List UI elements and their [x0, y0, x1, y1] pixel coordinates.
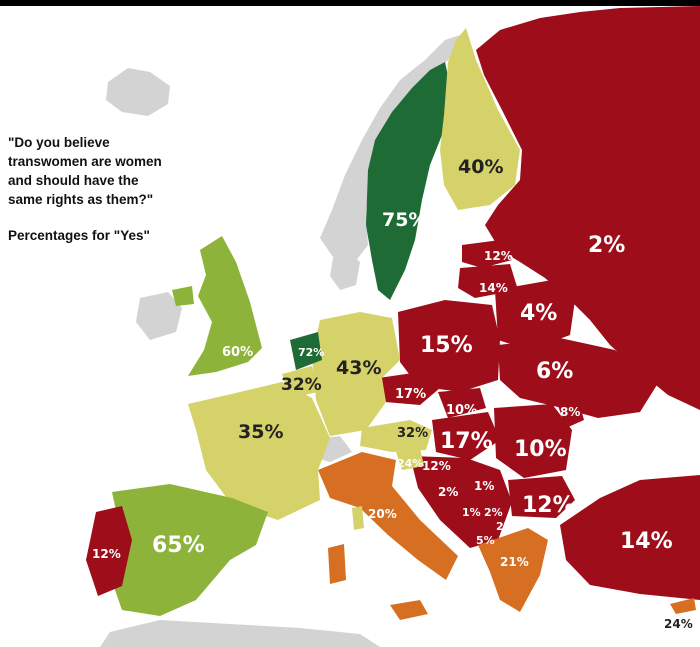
poland-region — [398, 300, 500, 392]
label-austria: 32% — [397, 426, 428, 441]
caption-subtitle: Percentages for "Yes" — [8, 228, 150, 243]
label-bosnia: 2% — [438, 485, 458, 499]
label-netherlands: 72% — [298, 346, 324, 359]
label-uk: 60% — [222, 345, 253, 360]
label-bulgaria: 12% — [522, 493, 575, 518]
top-border — [0, 0, 700, 6]
label-czechia: 17% — [395, 387, 426, 402]
label-belarus: 4% — [520, 301, 557, 326]
non-data-land — [100, 35, 470, 647]
label-sweden: 75% — [382, 209, 427, 231]
romania-region — [494, 404, 572, 478]
label-estonia: 12% — [484, 249, 513, 263]
label-italy: 20% — [368, 507, 397, 521]
label-greece: 21% — [500, 555, 529, 569]
germany-region — [312, 312, 400, 436]
sardinia-shape — [328, 544, 346, 584]
label-romania: 10% — [514, 437, 567, 462]
finland-region — [440, 28, 520, 210]
norway-shape — [320, 35, 470, 262]
caption-question: "Do you believe transwomen are women and… — [8, 135, 162, 207]
sicily-shape — [390, 600, 428, 620]
cyprus-region — [670, 598, 696, 614]
uk-region — [188, 236, 262, 376]
label-germany: 43% — [336, 357, 381, 379]
label-cyprus: 24% — [664, 617, 693, 631]
slovenia-region — [396, 448, 424, 470]
ukraine-region — [498, 338, 660, 418]
france-region — [188, 382, 330, 520]
label-portugal: 12% — [92, 547, 121, 561]
label-poland: 15% — [420, 333, 473, 358]
corsica-shape — [352, 506, 364, 530]
label-turkey: 14% — [620, 529, 673, 554]
label-serbia: 1% — [474, 479, 494, 493]
label-ukraine: 6% — [536, 359, 573, 384]
slovakia-region — [438, 388, 486, 418]
label-moldova: 8% — [560, 405, 580, 419]
spain-region — [108, 484, 268, 616]
sweden-region — [366, 62, 452, 300]
label-spain: 65% — [152, 533, 205, 558]
italy-region — [318, 452, 458, 580]
label-croatia: 12% — [422, 459, 451, 473]
belarus-region — [495, 280, 575, 350]
greece-region — [478, 528, 548, 612]
label-macedonia: 2% — [496, 520, 515, 533]
north-africa-shape — [100, 620, 380, 647]
estonia-region — [462, 240, 512, 268]
map-caption: "Do you believe transwomen are women and… — [8, 133, 208, 245]
label-hungary: 17% — [440, 429, 493, 454]
ireland-shape — [136, 292, 182, 340]
label-slovakia: 10% — [446, 403, 477, 418]
austria-region — [360, 420, 432, 452]
bulgaria-region — [508, 476, 575, 518]
label-france: 35% — [238, 421, 283, 443]
label-finland: 40% — [458, 156, 503, 178]
moldova-region — [556, 398, 584, 428]
denmark-shape — [330, 252, 360, 290]
balkans-region — [410, 456, 512, 548]
iceland-shape — [106, 68, 170, 116]
label-albania: 5% — [476, 534, 495, 547]
label-russia: 2% — [588, 233, 625, 258]
value-labels: 75% 40% 2% 12% 14% 4% 15% 6% 60% 72% 32%… — [92, 156, 693, 631]
label-montenegro: 1% — [462, 506, 481, 519]
label-latvia: 14% — [479, 281, 508, 295]
label-kosovo: 2% — [484, 506, 503, 519]
portugal-region — [86, 506, 132, 596]
netherlands-region — [290, 332, 322, 370]
russia-region — [476, 6, 700, 410]
label-belgium: 32% — [281, 375, 322, 395]
hungary-region — [432, 412, 500, 460]
czechia-region — [378, 372, 440, 405]
label-slovenia: 24% — [397, 457, 423, 470]
turkey-region — [560, 475, 700, 600]
northern-ireland-shape — [172, 286, 194, 306]
